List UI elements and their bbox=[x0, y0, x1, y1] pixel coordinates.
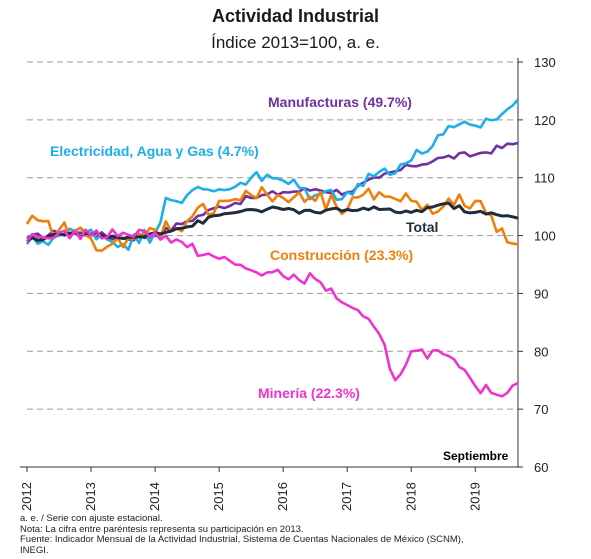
footnote-ae: a. e. / Serie con ajuste estacional. bbox=[20, 513, 163, 524]
series-line-4 bbox=[25, 228, 519, 398]
label-manufacturas: Manufacturas (49.7%) bbox=[268, 94, 412, 110]
y-tick-label: 120 bbox=[534, 113, 556, 128]
x-tick-label: 2014 bbox=[147, 482, 162, 511]
x-tick-label: 2018 bbox=[403, 482, 418, 511]
x-tick-label: 2013 bbox=[83, 482, 98, 511]
chart-title: Actividad Industrial bbox=[211, 6, 380, 26]
x-tick-label: 2015 bbox=[211, 482, 226, 511]
series-labels: Manufacturas (49.7%) Electricidad, Agua … bbox=[50, 94, 509, 463]
x-tick-label: 2019 bbox=[467, 482, 482, 511]
footnotes: a. e. / Serie con ajuste estacional. Not… bbox=[20, 513, 580, 556]
x-tick-label: 2016 bbox=[275, 482, 290, 511]
y-tick-label: 90 bbox=[534, 286, 548, 301]
y-tick-label: 100 bbox=[534, 229, 556, 244]
tick-labels: 60 70 80 90 100 110 120 130 2012 2013 2014 2015 2016… bbox=[19, 55, 556, 511]
y-tick-label: 60 bbox=[534, 460, 548, 475]
series-line-1 bbox=[25, 98, 519, 252]
chart-subtitle: Índice 2013=100, a. e. bbox=[211, 33, 380, 52]
series-line-3 bbox=[26, 201, 519, 243]
label-construccion: Construcción (23.3%) bbox=[270, 247, 413, 263]
y-tick-label: 110 bbox=[534, 171, 555, 186]
label-electricidad: Electricidad, Agua y Gas (4.7%) bbox=[50, 143, 259, 159]
axes bbox=[20, 58, 523, 472]
x-tick-label: 2017 bbox=[339, 482, 354, 511]
footnote-nota: Nota: La cifra entre paréntesis represen… bbox=[20, 523, 304, 535]
y-tick-label: 70 bbox=[534, 402, 548, 417]
series-lines bbox=[25, 98, 519, 398]
label-period: Septiembre bbox=[443, 449, 509, 463]
footnote-fuente-cont: INEGI. bbox=[20, 544, 49, 556]
footnote-fuente: Fuente: Indicador Mensual de la Activida… bbox=[20, 534, 464, 545]
label-mineria: Minería (22.3%) bbox=[258, 385, 360, 401]
y-tick-label: 80 bbox=[534, 344, 548, 359]
label-total: Total bbox=[406, 219, 438, 235]
x-tick-label: 2012 bbox=[19, 482, 34, 511]
series-line-2 bbox=[25, 185, 519, 252]
y-tick-label: 130 bbox=[534, 55, 556, 70]
